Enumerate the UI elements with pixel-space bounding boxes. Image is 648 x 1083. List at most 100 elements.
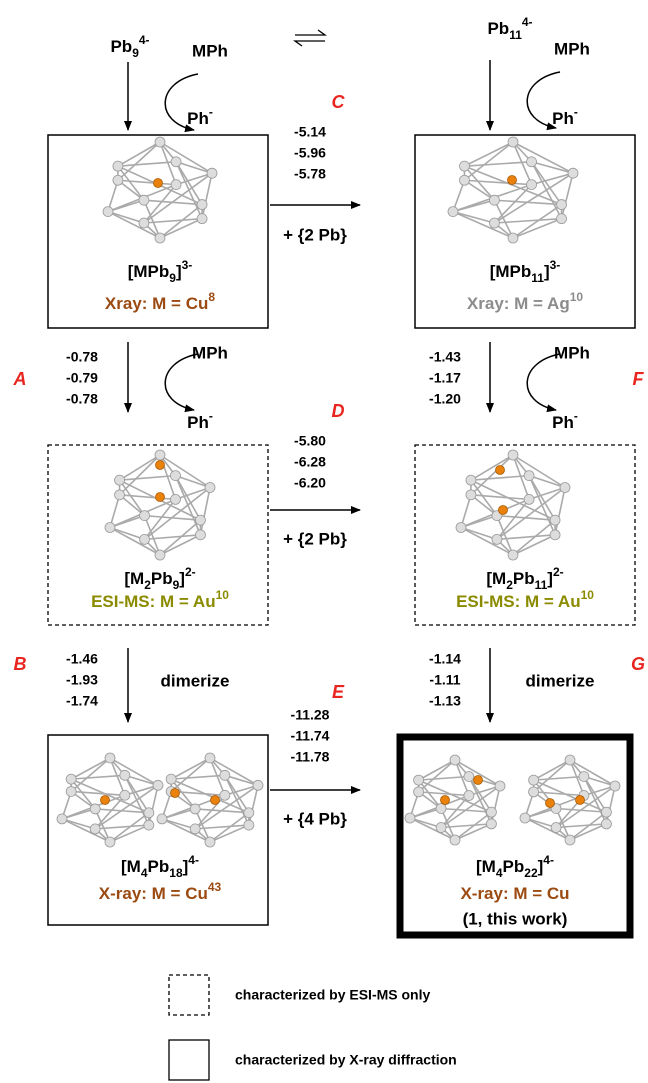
pb-atom: [171, 180, 181, 190]
cluster: [103, 137, 217, 243]
pb-atom: [220, 790, 230, 800]
pb-atom: [244, 820, 254, 830]
energy-value: -0.79: [66, 370, 98, 386]
energy-value: -11.74: [291, 728, 330, 744]
pb-atom: [508, 550, 518, 560]
energy-value: -11.28: [291, 707, 330, 723]
cluster: [105, 450, 215, 560]
m-atom: [211, 796, 220, 805]
pb-atom: [529, 775, 539, 785]
pb-atom: [520, 813, 530, 823]
energy-value: -1.46: [66, 651, 98, 667]
byproduct-part: Ph: [552, 413, 574, 432]
energy-value: -1.13: [429, 693, 461, 709]
formula-part: [MPb: [128, 262, 170, 281]
formula: [M4Pb22]4-: [476, 853, 554, 880]
pb-atom: [115, 475, 125, 485]
pb-atom: [508, 450, 518, 460]
pb-atom: [456, 523, 466, 533]
bond: [160, 142, 212, 173]
pb-atom: [197, 214, 207, 224]
bond: [471, 480, 555, 520]
pb-atom: [66, 774, 76, 784]
formula: [M4Pb18]4-: [121, 853, 199, 880]
box-bold: [400, 737, 630, 935]
bond: [534, 792, 584, 796]
addend: + {4 Pb}: [283, 809, 347, 828]
formula-part: [MPb: [490, 262, 532, 281]
pb-atom: [166, 774, 176, 784]
bond: [570, 760, 615, 786]
method-part: 10: [581, 588, 595, 602]
pb-atom: [405, 813, 415, 823]
bond: [110, 516, 145, 528]
pb-atom: [489, 195, 499, 205]
bond: [464, 166, 561, 204]
formula-part: [M: [486, 569, 506, 588]
pb-atom: [579, 771, 589, 781]
byproduct: Ph-: [187, 409, 213, 432]
bond: [532, 162, 562, 219]
pb-atom: [436, 823, 446, 833]
species-part: Pb: [110, 37, 132, 56]
pb-atom: [527, 157, 537, 167]
bond: [471, 476, 529, 481]
energy-value: -5.78: [294, 166, 326, 182]
legend-solid-box: [169, 1040, 209, 1080]
formula: [M2Pb11]2-: [486, 565, 563, 592]
step-label: G: [631, 654, 645, 674]
m-atom: [576, 796, 585, 805]
bond: [464, 142, 513, 166]
cluster: [57, 753, 163, 847]
bond: [513, 455, 565, 488]
bond: [225, 775, 249, 825]
energy-value: -6.20: [294, 475, 326, 491]
energy-value: -6.28: [294, 454, 326, 470]
pb-atom: [197, 200, 207, 210]
pb-atom: [140, 511, 150, 521]
byproduct-part: -: [209, 409, 213, 423]
m-atom: [441, 796, 450, 805]
method-part: ESI-MS: M = Au: [456, 592, 581, 611]
formula-part: 4-: [543, 853, 554, 867]
pb-atom: [486, 819, 496, 829]
pb-atom: [527, 180, 537, 190]
bond: [108, 200, 144, 211]
pb-atom: [57, 814, 67, 824]
method-part: 10: [216, 588, 230, 602]
pb-atom: [508, 137, 518, 147]
step-label: E: [332, 682, 345, 702]
pb-atom: [550, 515, 560, 525]
bond: [110, 758, 158, 785]
pb-atom: [105, 753, 115, 763]
method: X-ray: M = Cu: [460, 884, 569, 903]
species-part: 4-: [139, 33, 150, 47]
pb-atom: [486, 807, 496, 817]
m-atom: [154, 179, 163, 188]
pb-atom: [170, 494, 180, 504]
method: Xray: M = Cu8: [105, 290, 215, 313]
bond: [108, 212, 160, 238]
bond: [120, 476, 176, 481]
note: (1, this work): [463, 909, 568, 928]
m-atom: [546, 799, 555, 808]
bond: [525, 818, 570, 840]
bond: [461, 528, 513, 556]
pb-atom: [450, 835, 460, 845]
addend: + {2 Pb}: [283, 225, 347, 244]
energy-value: -1.11: [429, 672, 460, 688]
formula-part: Pb: [513, 569, 535, 588]
m-atom: [499, 506, 508, 515]
pb-atom: [466, 475, 476, 485]
legend-text: characterized by X-ray diffraction: [235, 1052, 457, 1068]
bond: [529, 476, 555, 535]
step-label: D: [332, 401, 345, 421]
bond: [410, 818, 455, 840]
pb-atom: [120, 770, 130, 780]
bond: [461, 516, 497, 528]
formula-part: 18: [169, 866, 183, 880]
formula-part: [M: [121, 857, 141, 876]
pb-atom: [466, 490, 476, 500]
species-part: 9: [132, 46, 139, 60]
pb-atom: [90, 804, 100, 814]
